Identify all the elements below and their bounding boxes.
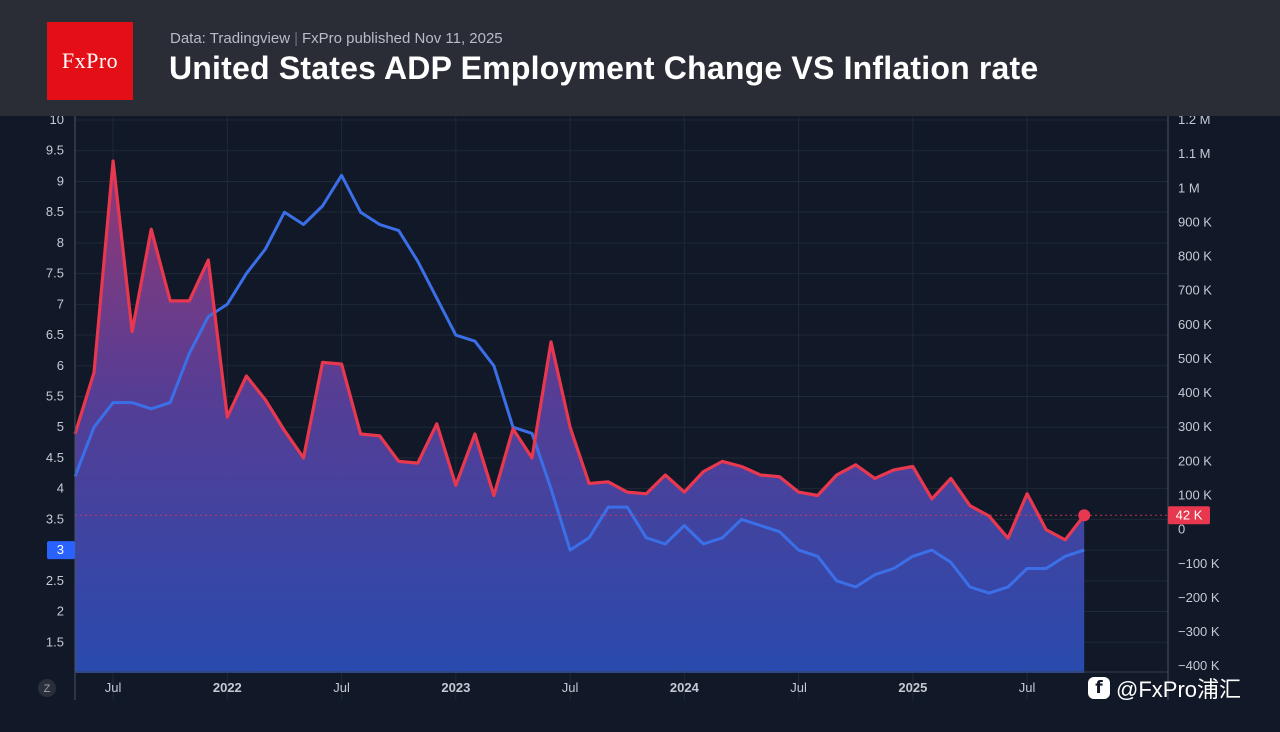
scale-button-label[interactable]: Z	[44, 683, 51, 695]
header-bar: FxPro Data: Tradingview | FxPro published …	[0, 0, 1280, 116]
axes: 1.522.533.544.555.566.577.588.599.5103−4…	[38, 116, 1220, 700]
x-tick-label: Jul	[105, 680, 122, 695]
left-tick-label: 8	[57, 235, 64, 250]
left-tick-label: 2	[57, 604, 64, 619]
x-tick-label: 2022	[213, 680, 242, 695]
x-tick-label: Jul	[562, 680, 579, 695]
left-tick-label: 5	[57, 419, 64, 434]
right-tick-label: −400 K	[1178, 658, 1220, 673]
right-tick-label: 1 M	[1178, 180, 1200, 195]
chart-title: United States ADP Employment Change VS I…	[169, 50, 1039, 86]
adp-area-fill	[75, 161, 1085, 673]
right-tick-label: −300 K	[1178, 624, 1220, 639]
watermark-text: @FxPro浦汇	[1116, 677, 1242, 702]
left-tick-label: 3.5	[46, 511, 64, 526]
x-tick-label: Jul	[790, 680, 807, 695]
chart-area: 1.522.533.544.555.566.577.588.599.5103−4…	[38, 116, 1220, 700]
facebook-icon: f	[1088, 677, 1110, 699]
fxpro-logo: FxPro	[47, 22, 133, 100]
data-source-text: Data: Tradingview	[170, 30, 291, 47]
right-tick-label: 800 K	[1178, 249, 1212, 264]
published-text: FxPro published Nov 11, 2025	[301, 30, 503, 47]
watermark: f @FxPro浦汇	[1088, 672, 1241, 704]
separator: |	[294, 30, 298, 47]
right-tick-label: 1.1 M	[1178, 146, 1211, 161]
left-tick-label: 1.5	[46, 634, 64, 649]
scale-button[interactable]	[38, 679, 56, 697]
left-value-badge	[47, 541, 75, 560]
right-tick-label: 0	[1178, 522, 1185, 537]
left-tick-label: 4	[57, 481, 64, 496]
left-tick-label: 9	[57, 173, 64, 188]
right-tick-label: 500 K	[1178, 351, 1212, 366]
right-tick-label: 700 K	[1178, 283, 1212, 298]
left-tick-label: 5.5	[46, 389, 64, 404]
right-tick-label: 900 K	[1178, 214, 1212, 229]
left-tick-label: 6	[57, 358, 64, 373]
right-tick-label: 200 K	[1178, 453, 1212, 468]
adp-area	[75, 161, 1085, 673]
left-tick-label: 9.5	[46, 143, 64, 158]
right-tick-label: −200 K	[1178, 590, 1220, 605]
left-value-badge-label: 3	[57, 542, 64, 557]
left-tick-label: 6.5	[46, 327, 64, 342]
x-tick-label: Jul	[1019, 680, 1036, 695]
x-tick-label: 2023	[441, 680, 470, 695]
right-tick-label: 400 K	[1178, 385, 1212, 400]
right-tick-label: 300 K	[1178, 419, 1212, 434]
left-tick-label: 8.5	[46, 204, 64, 219]
left-tick-label: 7.5	[46, 266, 64, 281]
right-tick-label: 1.2 M	[1178, 116, 1211, 127]
last-value-badge	[1168, 506, 1210, 525]
right-tick-label: 100 K	[1178, 487, 1212, 502]
last-value-marker	[1078, 509, 1091, 522]
x-tick-label: 2025	[898, 680, 927, 695]
last-value-badge-label: 42 K	[1176, 507, 1203, 522]
right-tick-label: −100 K	[1178, 556, 1220, 571]
inflation-line	[73, 173, 1085, 595]
right-tick-label: 600 K	[1178, 317, 1212, 332]
left-tick-label: 2.5	[46, 573, 64, 588]
left-tick-label: 4.5	[46, 450, 64, 465]
adp-line	[73, 159, 1086, 542]
x-tick-label: 2024	[670, 680, 700, 695]
left-tick-label: 7	[57, 296, 64, 311]
left-tick-label: 10	[50, 116, 64, 127]
x-tick-label: Jul	[333, 680, 350, 695]
series-lines	[73, 159, 1168, 595]
source-line: Data: Tradingview | FxPro published Nov 11…	[170, 30, 503, 47]
